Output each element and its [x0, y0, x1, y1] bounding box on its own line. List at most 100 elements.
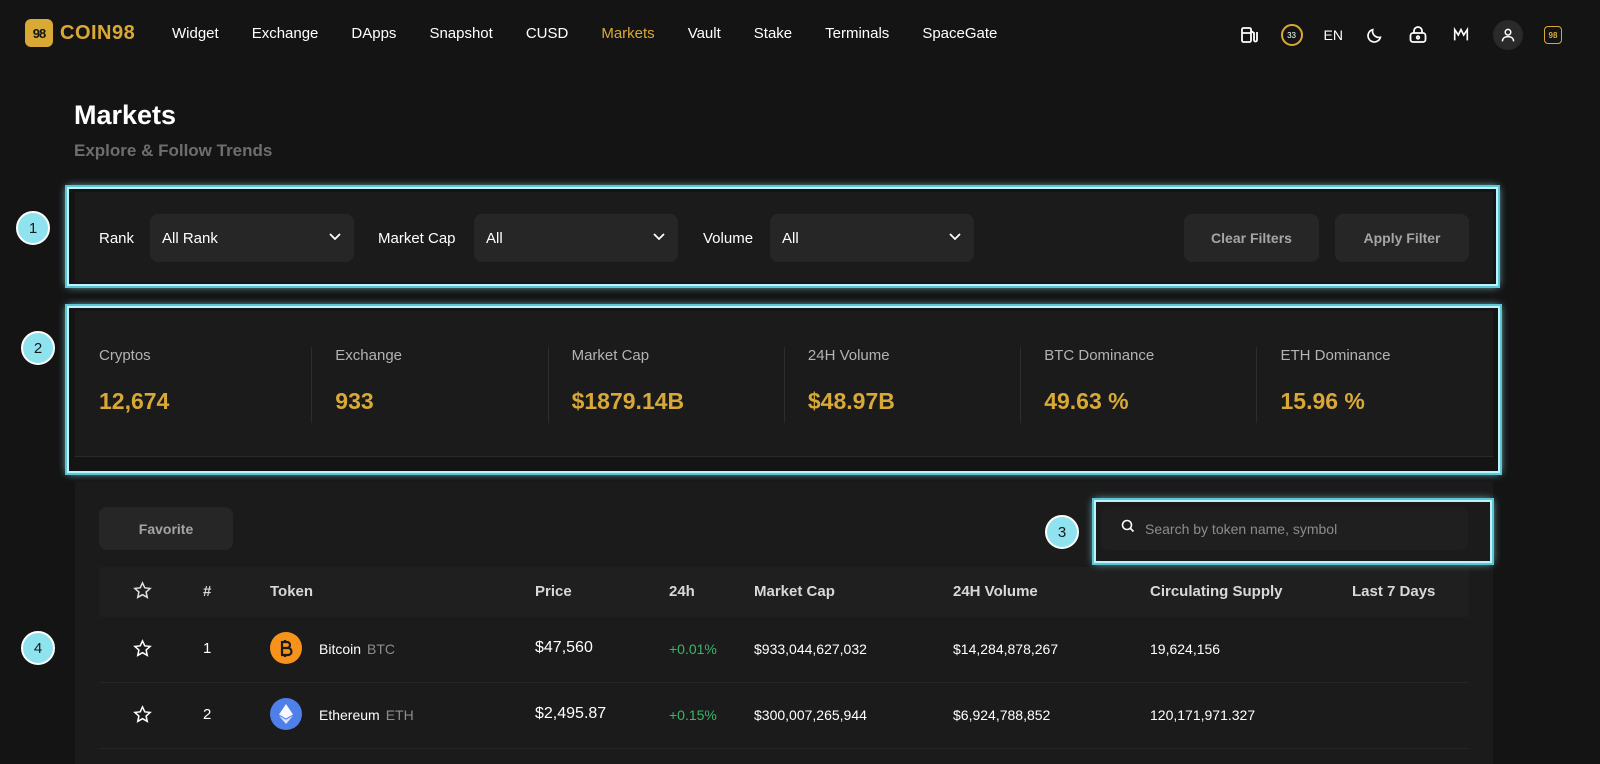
token-cell[interactable]: Bitcoin BTC: [319, 641, 395, 657]
stat-market-cap: Market Cap $1879.14B: [547, 311, 784, 456]
gas-price-badge[interactable]: 33: [1280, 24, 1303, 46]
nav-link-snapshot[interactable]: Snapshot: [429, 25, 493, 42]
stat-cryptos: Cryptos 12,674: [75, 311, 311, 456]
stat-label: Market Cap: [571, 347, 650, 364]
token-circulating-supply: 120,171,971.327: [1150, 707, 1256, 723]
token-market-cap: $300,007,265,944: [754, 707, 867, 723]
apply-filter-button[interactable]: Apply Filter: [1335, 214, 1469, 262]
user-icon[interactable]: [1493, 20, 1523, 50]
nav-link-vault[interactable]: Vault: [687, 25, 721, 42]
token-symbol: BTC: [367, 641, 396, 657]
rank-label: Rank: [99, 230, 135, 247]
page-subtitle: Explore & Follow Trends: [74, 141, 273, 160]
market-cap-label: Market Cap: [378, 230, 456, 247]
market-cap-select[interactable]: All: [474, 214, 678, 262]
chevron-down-icon: [948, 229, 962, 247]
coin98-mini-icon[interactable]: 98: [1544, 26, 1562, 44]
header-24h-volume[interactable]: 24H Volume: [953, 583, 1038, 600]
token-name: Ethereum: [319, 707, 380, 723]
callout-marker-3: 3: [1045, 515, 1079, 549]
row-rank: 2: [203, 706, 212, 723]
header-token[interactable]: Token: [270, 583, 314, 600]
volume-select-value: All: [782, 229, 799, 247]
moon-icon[interactable]: [1364, 24, 1386, 46]
m-logo-icon[interactable]: [1450, 24, 1472, 46]
logo-text: COIN98: [60, 21, 136, 44]
nav-link-dapps[interactable]: DApps: [351, 25, 397, 42]
table-row[interactable]: 2 Ethereum ETH $2,495.87 +0.15% $300,007,…: [99, 683, 1469, 749]
favorite-button[interactable]: Favorite: [99, 507, 233, 550]
stat-value: 49.63 %: [1044, 388, 1129, 414]
header-24h[interactable]: 24h: [669, 583, 695, 600]
stat-value: $1879.14B: [571, 388, 685, 414]
header-market-cap[interactable]: Market Cap: [754, 583, 835, 600]
stat-value: 12,674: [99, 388, 170, 414]
token-market-cap: $933,044,627,032: [754, 641, 867, 657]
star-icon[interactable]: [133, 639, 152, 661]
markets-table-section: Favorite # Token Price 24h Market Cap 24…: [75, 482, 1493, 764]
nav-link-markets[interactable]: Markets: [601, 25, 655, 42]
callout-marker-2: 2: [21, 331, 55, 365]
clear-filters-button[interactable]: Clear Filters: [1184, 214, 1319, 262]
nav-link-cusd[interactable]: CUSD: [525, 25, 569, 42]
stat-exchange: Exchange 933: [311, 311, 547, 456]
market-cap-select-value: All: [486, 229, 503, 247]
header-last-7-days[interactable]: Last 7 Days: [1352, 583, 1436, 600]
callout-marker-4: 4: [21, 631, 55, 665]
nav-right-tools: 33 EN 98: [1238, 20, 1562, 50]
top-navigation: 98 COIN98 Widget Exchange DApps Snapshot…: [0, 0, 1600, 68]
rank-select-value: All Rank: [162, 229, 218, 247]
language-selector[interactable]: EN: [1323, 27, 1343, 43]
callout-marker-1: 1: [16, 211, 50, 245]
token-price: $2,495.87: [535, 705, 607, 722]
stat-24h-volume: 24H Volume $48.97B: [783, 311, 1020, 456]
row-rank: 1: [203, 640, 212, 657]
stat-value: 933: [335, 388, 374, 414]
wallet-lock-icon[interactable]: [1407, 24, 1429, 46]
search-input[interactable]: [1145, 520, 1445, 537]
search-icon: [1121, 519, 1135, 538]
star-icon[interactable]: [133, 705, 152, 727]
nav-link-widget[interactable]: Widget: [172, 25, 219, 42]
chevron-down-icon: [652, 229, 666, 247]
page-title: Markets: [74, 100, 177, 130]
rank-select[interactable]: All Rank: [150, 214, 354, 262]
nav-link-stake[interactable]: Stake: [753, 25, 793, 42]
bitcoin-icon: [270, 632, 302, 664]
market-stats: Cryptos 12,674 Exchange 933 Market Cap $…: [75, 311, 1493, 457]
token-name: Bitcoin: [319, 641, 362, 657]
stat-value: 15.96 %: [1280, 388, 1365, 414]
favorite-star-header-icon[interactable]: [133, 581, 152, 604]
stat-label: Cryptos: [99, 347, 151, 364]
nav-link-spacegate[interactable]: SpaceGate: [922, 25, 998, 42]
header-rank[interactable]: #: [203, 583, 212, 600]
table-header: # Token Price 24h Market Cap 24H Volume …: [99, 567, 1469, 617]
token-symbol: ETH: [385, 707, 414, 723]
table-row[interactable]: 1 Bitcoin BTC $47,560 +0.01% $933,044,627…: [99, 617, 1469, 683]
header-circulating-supply[interactable]: Circulating Supply: [1150, 583, 1283, 600]
stat-label: ETH Dominance: [1280, 347, 1391, 364]
coin98-logo[interactable]: 98 COIN98: [25, 19, 135, 47]
token-24h-volume: $14,284,878,267: [953, 641, 1059, 657]
token-24h-change: +0.01%: [669, 641, 717, 657]
nav-links: Widget Exchange DApps Snapshot CUSD Mark…: [172, 25, 1030, 42]
stat-label: Exchange: [335, 347, 403, 364]
nav-link-terminals[interactable]: Terminals: [825, 25, 890, 42]
search-box[interactable]: [1101, 507, 1468, 550]
logo-mark: 98: [25, 19, 53, 47]
stat-label: BTC Dominance: [1044, 347, 1155, 364]
volume-label: Volume: [703, 230, 754, 247]
token-24h-volume: $6,924,788,852: [953, 707, 1051, 723]
ethereum-icon: [270, 698, 302, 730]
stat-eth-dominance: ETH Dominance 15.96 %: [1256, 311, 1492, 456]
token-24h-change: +0.15%: [669, 707, 717, 723]
token-cell[interactable]: Ethereum ETH: [319, 707, 414, 723]
chevron-down-icon: [328, 229, 342, 247]
header-price[interactable]: Price: [535, 583, 572, 600]
volume-select[interactable]: All: [770, 214, 974, 262]
stat-label: 24H Volume: [807, 347, 890, 364]
gas-pump-icon[interactable]: [1238, 24, 1260, 46]
token-circulating-supply: 19,624,156: [1150, 641, 1221, 657]
nav-link-exchange[interactable]: Exchange: [251, 25, 319, 42]
stat-value: $48.97B: [807, 388, 895, 414]
